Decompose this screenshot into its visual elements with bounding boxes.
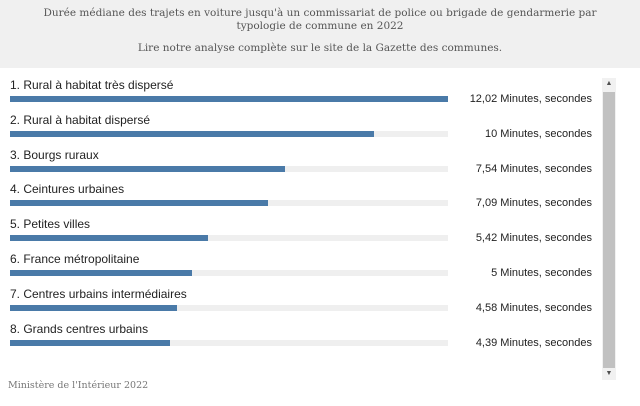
bar-row[interactable]: 3. Bourgs ruraux 7,54 Minutes, secondes bbox=[0, 138, 600, 175]
value-label: 10 Minutes, secondes bbox=[484, 127, 592, 140]
value-label: 4,58 Minutes, secondes bbox=[475, 301, 592, 314]
bar-row[interactable]: 7. Centres urbains intermédiaires 4,58 Mi… bbox=[0, 277, 600, 314]
value-label: 5,42 Minutes, secondes bbox=[475, 232, 592, 245]
bar-track bbox=[10, 339, 448, 346]
value-label: 12,02 Minutes, secondes bbox=[469, 93, 592, 105]
bar-row[interactable]: 1. Rural à habitat très dispersé 12,02 Mi… bbox=[0, 68, 600, 105]
chart-note: Lire notre analyse complète sur le site … bbox=[137, 42, 503, 54]
bar-row[interactable]: 8. Grands centres urbains 4,39 Minutes, s… bbox=[0, 312, 600, 349]
category-label: 2. Rural à habitat dispersé bbox=[10, 112, 151, 127]
vertical-scrollbar[interactable]: ▲ ▼ bbox=[602, 78, 616, 380]
value-label: 5 Minutes, secondes bbox=[491, 267, 592, 279]
scroll-up-icon[interactable]: ▲ bbox=[605, 80, 613, 87]
bar-row[interactable]: 4. Ceintures urbaines 7,09 Minutes, secon… bbox=[0, 172, 600, 209]
bar-track bbox=[10, 270, 448, 276]
bar-track bbox=[10, 130, 448, 137]
category-label: 5. Petites villes bbox=[10, 217, 91, 232]
bar-row[interactable]: 5. Petites villes 5,42 Minutes, secondes bbox=[0, 207, 600, 244]
chart-subtitle: Durée médiane des trajets en voiture jus… bbox=[43, 7, 597, 32]
bar-row[interactable]: 6. France métropolitaine 5 Minutes, secon… bbox=[0, 242, 600, 279]
value-label: 7,09 Minutes, secondes bbox=[475, 197, 592, 210]
category-label: 8. Grands centres urbains bbox=[10, 321, 149, 336]
chart-header: Durée médiane des trajets en voiture jus… bbox=[0, 0, 640, 68]
category-label: 1. Rural à habitat très dispersé bbox=[10, 78, 174, 92]
bar-row[interactable]: 2. Rural à habitat dispersé 10 Minutes, s… bbox=[0, 103, 600, 140]
value-label: 4,39 Minutes, secondes bbox=[475, 336, 592, 349]
bar[interactable] bbox=[10, 165, 285, 172]
category-label: 7. Centres urbains intermédiaires bbox=[10, 286, 187, 301]
bar-track bbox=[10, 96, 448, 102]
bar-chart: 1. Rural à habitat très dispersé 12,02 Mi… bbox=[0, 68, 600, 378]
scroll-thumb[interactable] bbox=[603, 92, 615, 368]
bar-track bbox=[10, 200, 448, 207]
chart-source: Ministère de l'Intérieur 2022 bbox=[8, 380, 149, 391]
category-label: 4. Ceintures urbaines bbox=[10, 182, 125, 197]
bar-track bbox=[10, 235, 448, 242]
bar[interactable] bbox=[10, 304, 177, 311]
scroll-down-icon[interactable]: ▼ bbox=[605, 370, 613, 377]
category-label: 6. France métropolitaine bbox=[10, 252, 140, 266]
bar[interactable] bbox=[10, 339, 170, 346]
value-label: 7,54 Minutes, secondes bbox=[475, 162, 592, 175]
bar[interactable] bbox=[10, 270, 193, 276]
bar-track bbox=[10, 304, 448, 311]
category-label: 3. Bourgs ruraux bbox=[10, 147, 99, 162]
bar[interactable] bbox=[10, 130, 375, 137]
bar[interactable] bbox=[10, 200, 269, 207]
bar[interactable] bbox=[10, 235, 208, 242]
bar[interactable] bbox=[10, 96, 448, 102]
bar-track bbox=[10, 165, 448, 172]
